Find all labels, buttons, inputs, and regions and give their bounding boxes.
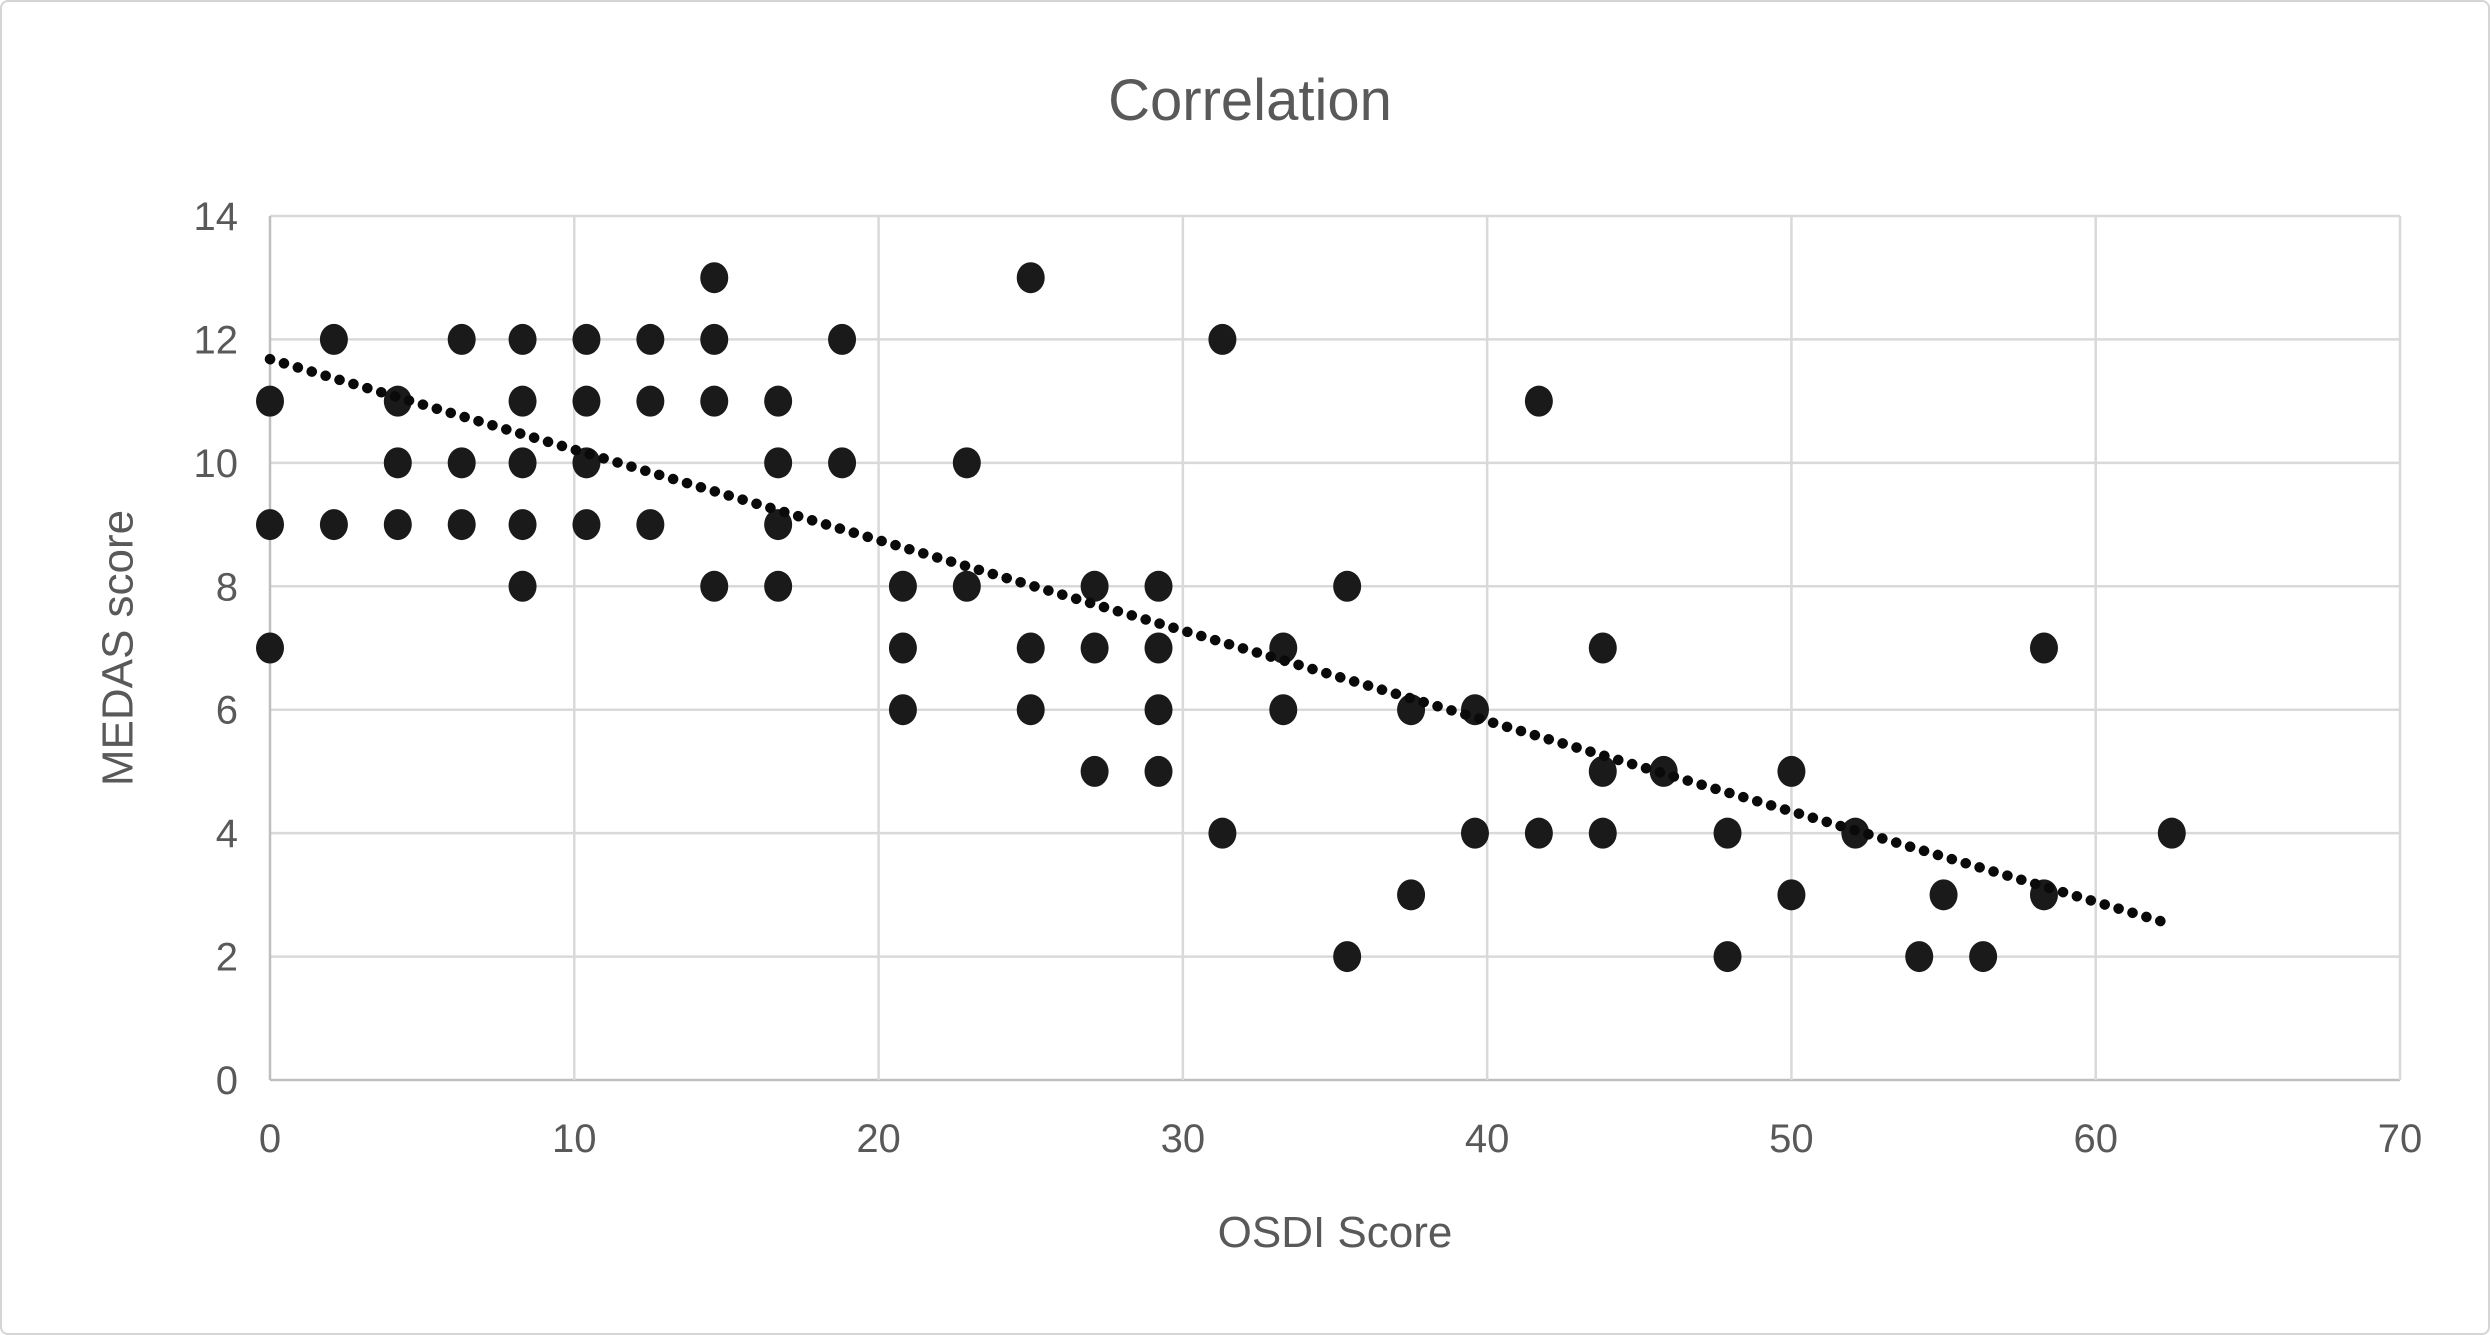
data-point: [508, 385, 537, 417]
data-point: [383, 447, 412, 479]
data-point: [508, 570, 537, 602]
data-point: [1588, 755, 1617, 787]
data-point: [1144, 632, 1173, 664]
data-point: [1208, 323, 1237, 355]
data-point: [764, 570, 793, 602]
data-point: [2157, 817, 2186, 849]
data-point: [1713, 941, 1742, 973]
y-tick-label-8: 8: [216, 565, 238, 609]
data-point: [1777, 879, 1806, 911]
data-point: [1713, 817, 1742, 849]
data-point: [700, 385, 729, 417]
data-point: [1333, 570, 1362, 602]
trendline: [264, 353, 2178, 930]
data-point: [1016, 262, 1045, 294]
data-point: [508, 509, 537, 541]
data-point: [2029, 632, 2058, 664]
data-point: [572, 385, 601, 417]
y-tick-label-10: 10: [194, 442, 239, 486]
data-point: [1588, 632, 1617, 664]
data-point: [319, 323, 348, 355]
x-tick-label-70: 70: [2378, 1117, 2423, 1161]
data-point: [508, 323, 537, 355]
data-point: [1333, 941, 1362, 973]
chart-title: Correlation: [1108, 68, 1392, 133]
data-points-layer: [256, 262, 2186, 973]
x-tick-label-10: 10: [552, 1117, 597, 1161]
data-point: [319, 509, 348, 541]
data-point: [1016, 632, 1045, 664]
data-point: [447, 509, 476, 541]
data-point: [1777, 755, 1806, 787]
data-point: [1144, 694, 1173, 726]
data-point: [1269, 632, 1298, 664]
data-point: [256, 385, 284, 417]
data-point: [764, 385, 793, 417]
y-tick-label-2: 2: [216, 936, 238, 980]
data-point: [447, 447, 476, 479]
data-point: [256, 632, 284, 664]
data-point: [1144, 570, 1173, 602]
data-point: [952, 447, 981, 479]
y-tick-label-6: 6: [216, 689, 238, 733]
data-point: [828, 447, 857, 479]
data-point: [572, 509, 601, 541]
data-point: [1144, 755, 1173, 787]
data-point: [383, 509, 412, 541]
y-tick-label-14: 14: [194, 195, 239, 239]
x-tick-label-60: 60: [2073, 1117, 2118, 1161]
data-point: [1460, 817, 1489, 849]
data-point: [1524, 385, 1553, 417]
data-point: [1269, 694, 1298, 726]
data-point: [1397, 694, 1426, 726]
data-point: [764, 447, 793, 479]
tick-labels: 0 2 4 6 8 10 12 14 0 10 20 30 40 50 60 70: [194, 195, 2423, 1161]
x-axis-title: OSDI Score: [1218, 1208, 1453, 1257]
x-tick-label-30: 30: [1161, 1117, 1206, 1161]
data-point: [1080, 632, 1109, 664]
x-tick-label-50: 50: [1769, 1117, 1814, 1161]
x-tick-label-40: 40: [1465, 1117, 1510, 1161]
data-point: [636, 385, 665, 417]
data-point: [888, 570, 917, 602]
data-point: [1080, 570, 1109, 602]
data-point: [888, 694, 917, 726]
data-point: [1929, 879, 1958, 911]
data-point: [952, 570, 981, 602]
data-point: [447, 323, 476, 355]
data-point: [572, 323, 601, 355]
y-axis-title: MEDAS score: [94, 510, 143, 786]
data-point: [636, 509, 665, 541]
data-point: [700, 323, 729, 355]
x-tick-label-0: 0: [259, 1117, 281, 1161]
data-point: [1588, 817, 1617, 849]
data-point: [1208, 817, 1237, 849]
data-point: [828, 323, 857, 355]
y-tick-label-12: 12: [194, 318, 239, 362]
data-point: [1080, 755, 1109, 787]
y-tick-label-4: 4: [216, 812, 238, 856]
data-point: [1524, 817, 1553, 849]
data-point: [1905, 941, 1934, 973]
data-point: [508, 447, 537, 479]
data-point: [1969, 941, 1998, 973]
y-tick-label-0: 0: [216, 1059, 238, 1103]
data-point: [888, 632, 917, 664]
data-point: [256, 509, 284, 541]
data-point: [700, 262, 729, 294]
x-tick-label-20: 20: [856, 1117, 901, 1161]
data-point: [636, 323, 665, 355]
trendline-layer: [264, 353, 2178, 930]
data-point: [700, 570, 729, 602]
data-point: [1016, 694, 1045, 726]
data-point: [1397, 879, 1426, 911]
